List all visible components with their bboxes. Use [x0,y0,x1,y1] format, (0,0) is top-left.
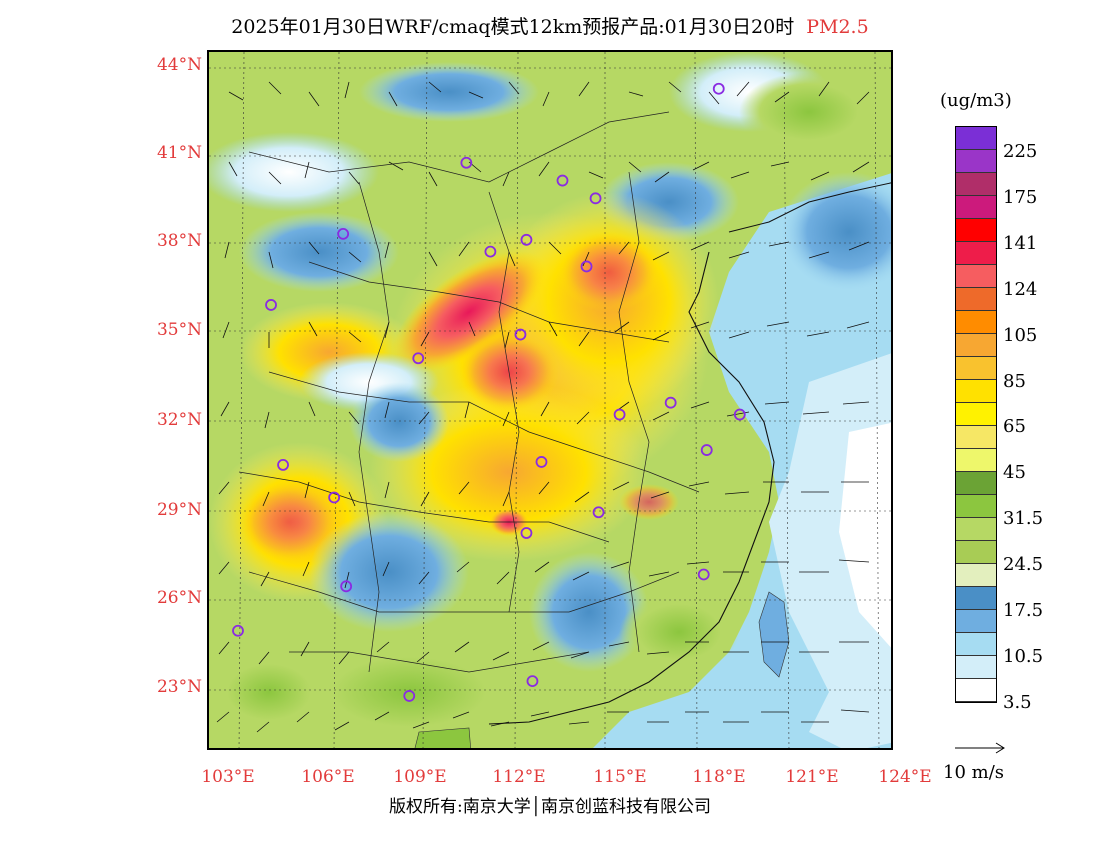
lat-label-26n: 26°N [156,588,202,608]
colorbar-swatch [956,679,996,702]
pollutant-tag: PM2.5 [806,16,869,38]
colorbar-swatch [956,196,996,219]
lon-label-118e: 118°E [692,767,746,787]
concentration-field [209,52,891,748]
colorbar-swatch [956,380,996,403]
city-marker [697,568,710,581]
city-marker [664,396,677,409]
wind-reference-arrow [955,742,1005,754]
pm25-map-panel [207,50,893,750]
lat-label-32n: 32°N [156,410,202,430]
colorbar-swatch [956,426,996,449]
city-marker [700,444,713,456]
colorbar-label: 45 [1003,462,1026,483]
colorbar-swatch [956,219,996,242]
colorbar-swatch [956,610,996,633]
city-marker [460,156,473,169]
city-marker [337,227,350,240]
colorbar-label: 10.5 [1003,646,1044,667]
city-marker [265,299,277,311]
lat-label-35n: 35°N [156,320,202,340]
lat-label-38n: 38°N [156,231,202,251]
city-marker [712,82,725,95]
city-marker [526,675,539,688]
lon-label-124e: 124°E [878,767,932,787]
city-marker [589,192,602,205]
city-marker [592,506,605,519]
lon-label-121e: 121°E [785,767,839,787]
colorbar-swatch [956,633,996,656]
colorbar-label: 124 [1003,279,1038,300]
lon-label-109e: 109°E [393,767,447,787]
city-marker [733,408,746,421]
colorbar-label: 105 [1003,325,1038,346]
colorbar-label: 141 [1003,233,1038,254]
map-title: 2025年01月30日WRF/cmaq模式12km预报产品:01月30日20时 P… [0,12,1100,39]
city-markers [232,82,746,702]
colorbar-label: 3.5 [1003,692,1032,713]
colorbar-swatch [956,150,996,173]
colorbar-label: 225 [1003,141,1038,162]
wind-legend-label: 10 m/s [943,762,1004,783]
colorbar-swatch [956,656,996,679]
lon-label-115e: 115°E [593,767,647,787]
city-marker [535,456,548,468]
lat-label-41n: 41°N [156,143,202,163]
lat-label-23n: 23°N [156,677,202,697]
colorbar-label: 17.5 [1003,600,1044,621]
colorbar-label: 85 [1003,371,1026,392]
city-marker [580,260,593,273]
colorbar-swatch [956,173,996,196]
colorbar-swatch [956,334,996,357]
city-marker [520,527,533,539]
lon-label-103e: 103°E [201,767,255,787]
colorbar-swatch [956,495,996,518]
colorbar-swatch [956,541,996,564]
colorbar-label: 24.5 [1003,554,1044,575]
lat-label-29n: 29°N [156,500,202,520]
colorbar-label: 31.5 [1003,508,1044,529]
colorbar-swatch [956,449,996,472]
colorbar-swatch [956,311,996,334]
colorbar-swatch [956,564,996,587]
city-marker [613,408,626,421]
copyright: 版权所有:南京大学│南京创蓝科技有限公司 [389,797,711,817]
city-marker [556,174,569,187]
lat-label-44n: 44°N [156,55,202,75]
city-marker [484,245,497,258]
colorbar-swatch [956,242,996,265]
colorbar-label: 65 [1003,416,1026,437]
city-marker [520,233,533,246]
colorbar-label: 175 [1003,187,1038,208]
city-marker [514,328,527,341]
colorbar-swatch [956,288,996,311]
colorbar-swatch [956,403,996,426]
city-marker [403,690,416,702]
wind-vectors [216,81,870,733]
colorbar-unit: (ug/m3) [940,90,1012,111]
lon-label-106e: 106°E [301,767,355,787]
lon-label-112e: 112°E [492,767,546,787]
city-marker [232,624,244,637]
colorbar-swatch [956,127,996,150]
title-main: 2025年01月30日WRF/cmaq模式12km预报产品:01月30日20时 [231,16,795,38]
city-marker [277,458,289,471]
colorbar-swatch [956,587,996,610]
colorbar [955,126,997,703]
colorbar-swatch [956,265,996,288]
colorbar-swatch [956,518,996,541]
city-marker [328,491,341,504]
colorbar-swatch [956,472,996,495]
colorbar-swatch [956,357,996,380]
city-marker [340,580,353,593]
city-marker [412,352,425,365]
